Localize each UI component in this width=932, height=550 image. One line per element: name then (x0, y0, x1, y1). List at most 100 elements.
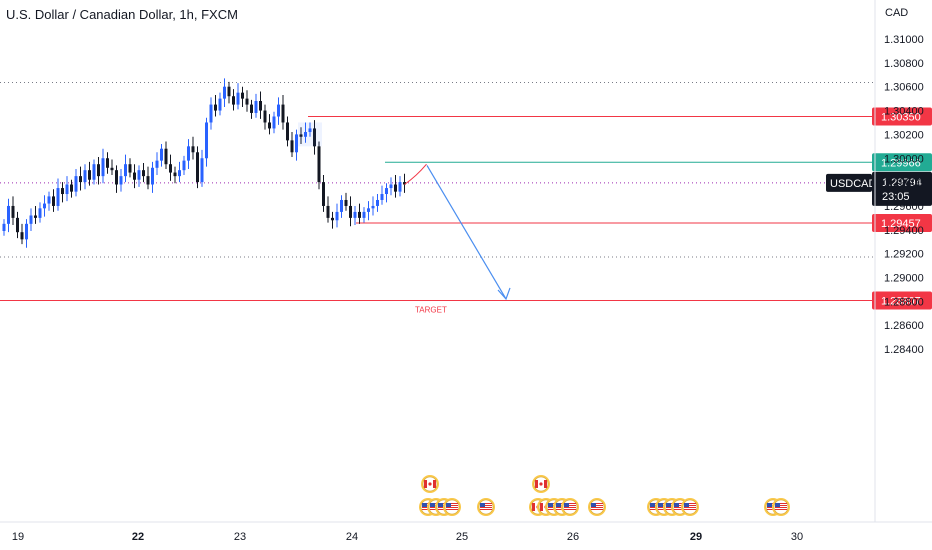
economic-events[interactable] (419, 475, 790, 516)
price-tick-label: 1.30400 (884, 106, 924, 118)
level-price-label: 1.29966 (881, 157, 921, 169)
candle-body (115, 170, 118, 185)
flag-canton (446, 503, 451, 507)
flag-stripe (480, 505, 492, 506)
candle-body (313, 128, 316, 147)
plot-area (0, 0, 875, 522)
candle-body (398, 182, 402, 192)
flag-stripe (674, 505, 686, 506)
canada-flag-icon[interactable] (532, 475, 550, 493)
currency-label: CAD (885, 7, 909, 19)
flag-canton (591, 503, 596, 507)
candles (2, 78, 406, 248)
candle-body (281, 104, 285, 123)
us-flag-icon[interactable] (477, 498, 495, 516)
candle-body (286, 122, 289, 141)
candle-body (83, 170, 87, 183)
candle-body (367, 208, 370, 212)
candle-body (290, 140, 294, 153)
flag-band (433, 480, 436, 488)
flag-band (532, 503, 535, 511)
maple-leaf (428, 482, 432, 486)
flag-stripe (775, 505, 787, 506)
us-flag-icon[interactable] (681, 498, 699, 516)
candle-body (394, 184, 397, 192)
candle-body (209, 104, 213, 123)
candle-body (119, 176, 123, 185)
time-tick-label: 24 (346, 531, 358, 543)
price-tick-label: 1.29400 (884, 225, 924, 237)
time-tick-label: 26 (567, 531, 579, 543)
candle-body (79, 176, 82, 183)
candle-body (65, 184, 69, 195)
flag-stripe (591, 507, 603, 508)
us-flag-icon[interactable] (772, 498, 790, 516)
candle-body (110, 167, 114, 171)
flag-stripe (684, 507, 696, 508)
time-tick-label: 30 (791, 531, 803, 543)
flag-canton (422, 503, 427, 507)
candle-body (263, 110, 267, 123)
price-axis[interactable]: 1.31000 1.30800 1.30600 1.30400 1.30200 1.300… (874, 0, 924, 522)
candle-body (74, 176, 78, 192)
price-tick-label: 1.29200 (884, 249, 924, 261)
level-price-badge (872, 214, 932, 233)
flag-stripe (775, 509, 787, 510)
candle-body (34, 215, 37, 218)
us-flag-icon[interactable] (561, 498, 579, 516)
flag-stripe (684, 509, 696, 510)
flag-band (424, 480, 427, 488)
maple-leaf (539, 482, 543, 486)
flag-stripe (684, 505, 696, 506)
flag-stripe (446, 509, 458, 510)
flag-stripe (446, 505, 458, 506)
candle-body (128, 164, 132, 173)
level-price-badge (872, 107, 932, 126)
candle-body (353, 211, 357, 218)
flag-stripe (564, 505, 576, 506)
projection-curve (404, 163, 427, 185)
level-price-label: 1.30350 (881, 112, 921, 124)
candle-body (362, 211, 366, 218)
us-flag-icon[interactable] (443, 498, 461, 516)
price-tick-label: 1.30800 (884, 58, 924, 70)
candle-body (16, 217, 19, 233)
price-tick-label: 1.29000 (884, 273, 924, 285)
candle-body (97, 164, 100, 177)
canada-flag-icon[interactable] (421, 475, 439, 493)
flag-stripe (446, 503, 458, 504)
candle-body (88, 170, 91, 180)
us-flag-icon[interactable] (588, 498, 606, 516)
candle-body (187, 146, 190, 161)
candle-body (277, 104, 280, 117)
candle-body (200, 158, 204, 183)
highlight-zone (298, 122, 322, 147)
current-price-label: 1.29794 (882, 177, 922, 189)
projection-arrow-head (497, 287, 511, 301)
candle-body (385, 188, 388, 195)
flag-stripe (591, 505, 603, 506)
candle-body (173, 172, 177, 177)
drawings (298, 122, 511, 301)
candle-body (254, 101, 258, 113)
flag-stripe (775, 503, 787, 504)
candle-body (191, 146, 195, 153)
candle-body (52, 196, 55, 206)
price-tick-label: 1.28600 (884, 320, 924, 332)
flag-canton (430, 503, 435, 507)
flag-stripe (684, 503, 696, 504)
price-tick-label: 1.29600 (884, 201, 924, 213)
time-axis[interactable]: 19 22 23 24 25 26 29 30 (0, 521, 932, 543)
level-price-badge (872, 153, 932, 172)
candle-body (236, 92, 240, 105)
flag-band (544, 480, 547, 488)
target-label: TARGET (415, 306, 447, 315)
candle-body (133, 172, 136, 180)
candle-body (92, 164, 96, 180)
flag-band (540, 503, 543, 511)
price-tick-label: 1.29800 (884, 177, 924, 189)
flag-stripe (480, 503, 492, 504)
flag-canton (674, 503, 679, 507)
candle-body (227, 86, 231, 97)
